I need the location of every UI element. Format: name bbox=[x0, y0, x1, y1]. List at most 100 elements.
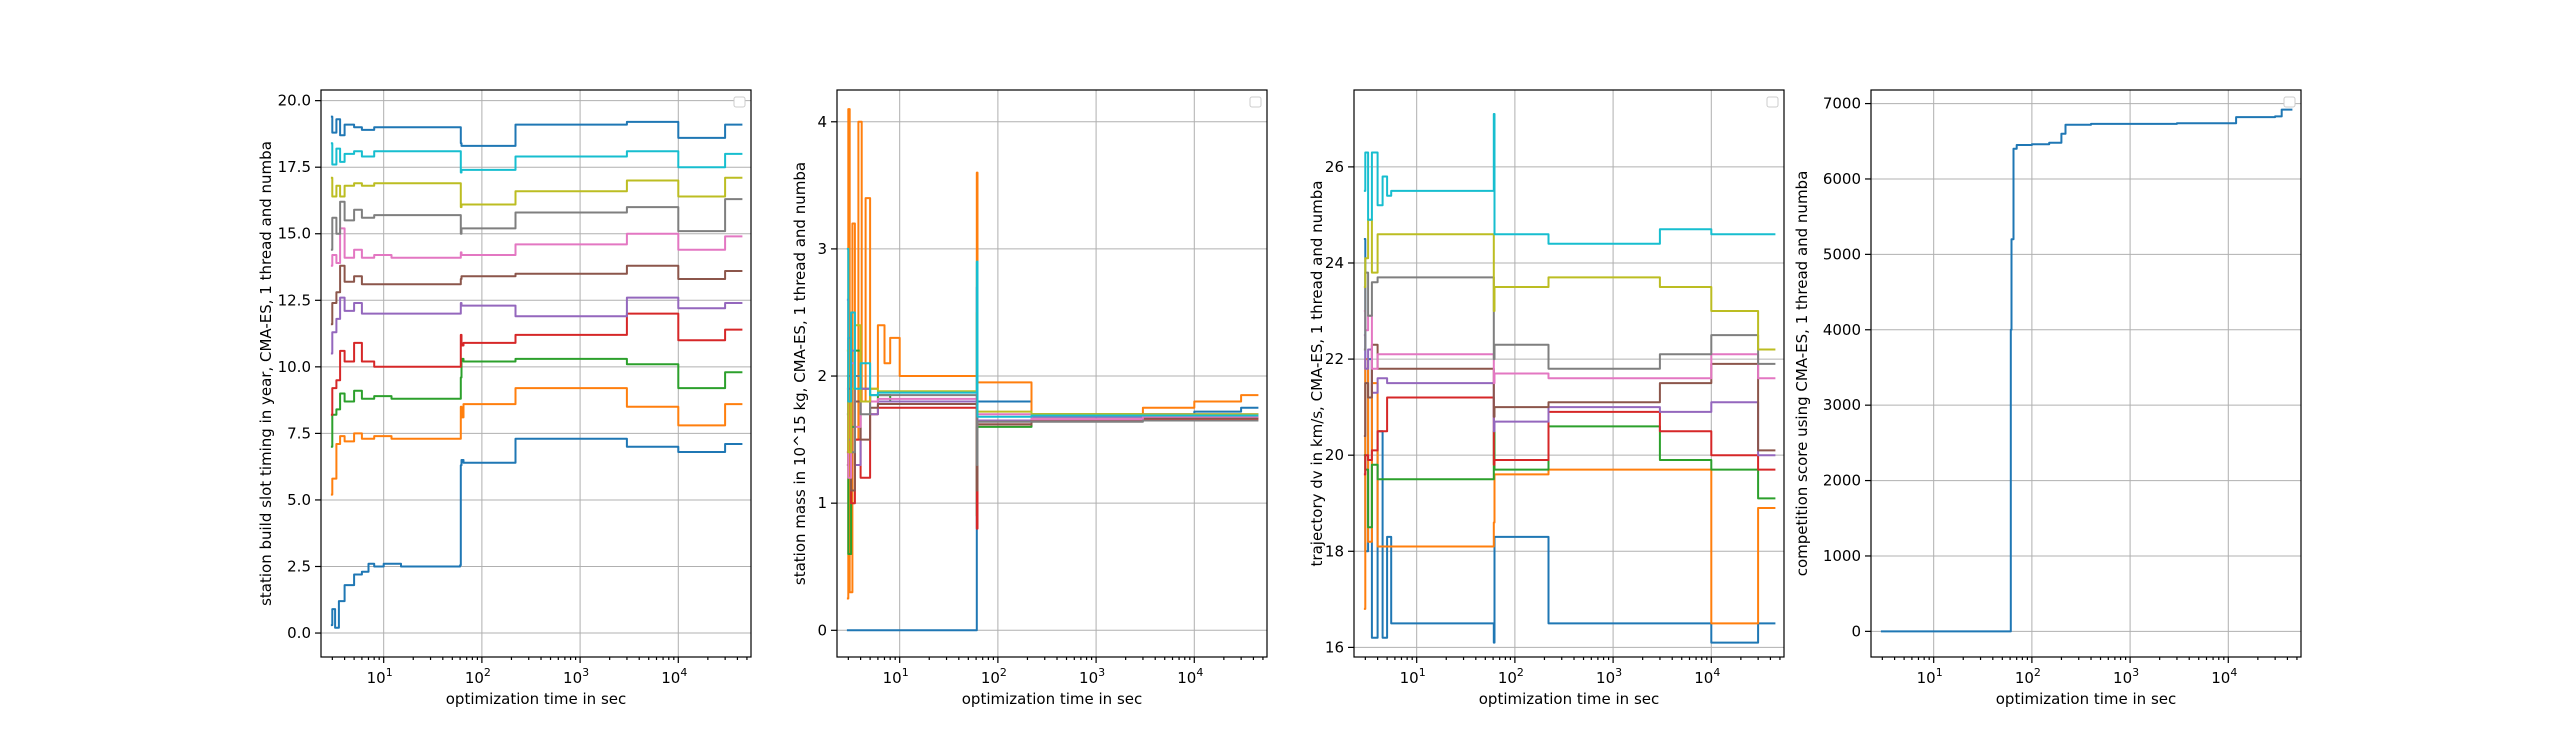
series-line-5 bbox=[330, 296, 743, 355]
x-tick-exponent: 1 bbox=[1936, 666, 1943, 679]
y-tick-label: 6000 bbox=[1823, 170, 1861, 188]
y-axis-label: station build slot timing in year, CMA-E… bbox=[257, 141, 275, 606]
y-tick-label: 15.0 bbox=[278, 225, 311, 243]
x-tick-exponent: 2 bbox=[1517, 666, 1524, 679]
y-tick-label: 0 bbox=[1851, 622, 1861, 640]
legend bbox=[733, 96, 746, 108]
x-tick-exponent: 4 bbox=[680, 666, 687, 679]
y-tick-label: 22 bbox=[1325, 350, 1344, 368]
x-tick-base: 10 bbox=[981, 669, 1000, 687]
x-tick-exponent: 3 bbox=[1615, 666, 1622, 679]
y-tick-label: 0 bbox=[817, 621, 827, 639]
series-line-8 bbox=[846, 336, 1259, 466]
x-tick-base: 10 bbox=[465, 669, 484, 687]
x-tick-label: 104 bbox=[1177, 666, 1203, 687]
y-axis-label: trajectory dv in km/s, CMA-ES, 1 thread … bbox=[1308, 181, 1326, 567]
chart-panel-4: 101 102 103 1040100020003000400050006000700… bbox=[1793, 89, 2302, 708]
x-tick-exponent: 1 bbox=[1419, 666, 1426, 679]
axes-frame bbox=[1353, 89, 1785, 658]
x-tick-exponent: 4 bbox=[1713, 666, 1720, 679]
x-tick-exponent: 2 bbox=[484, 666, 491, 679]
y-tick-label: 5000 bbox=[1823, 245, 1861, 263]
x-tick-label: 101 bbox=[367, 666, 393, 687]
series-line-2 bbox=[330, 387, 743, 496]
x-tick-base: 10 bbox=[367, 669, 386, 687]
x-tick-label: 101 bbox=[1400, 666, 1426, 687]
x-tick-base: 10 bbox=[1400, 669, 1419, 687]
y-tick-label: 10.0 bbox=[278, 358, 311, 376]
series-line-10 bbox=[846, 247, 1259, 418]
chart-panel-1: 101 102 103 1040.02.55.07.510.012.515.017.5… bbox=[257, 89, 752, 708]
series-line-1 bbox=[1880, 108, 2293, 633]
y-tick-label: 16 bbox=[1325, 638, 1344, 656]
axes-frame bbox=[836, 89, 1268, 658]
axes-frame bbox=[1870, 89, 2302, 658]
series-line-2 bbox=[1363, 358, 1776, 625]
x-tick-exponent: 3 bbox=[1098, 666, 1105, 679]
x-tick-base: 10 bbox=[2211, 669, 2230, 687]
y-tick-label: 18 bbox=[1325, 542, 1344, 560]
x-tick-base: 10 bbox=[1079, 669, 1098, 687]
x-tick-label: 101 bbox=[883, 666, 909, 687]
y-tick-label: 2.5 bbox=[287, 557, 311, 575]
y-axis-label: competition score using CMA-ES, 1 thread… bbox=[1793, 171, 1811, 577]
x-tick-exponent: 2 bbox=[1000, 666, 1007, 679]
x-tick-exponent: 2 bbox=[2034, 666, 2041, 679]
y-tick-label: 1000 bbox=[1823, 547, 1861, 565]
x-tick-base: 10 bbox=[1498, 669, 1517, 687]
y-tick-label: 3 bbox=[817, 240, 827, 258]
series-line-8 bbox=[1363, 271, 1776, 370]
series-line-3 bbox=[330, 357, 743, 448]
x-tick-base: 10 bbox=[661, 669, 680, 687]
legend bbox=[1766, 96, 1779, 108]
x-axis-label: optimization time in sec bbox=[962, 690, 1142, 708]
series-line-6 bbox=[1363, 343, 1776, 452]
y-tick-label: 2 bbox=[817, 367, 827, 385]
series-line-7 bbox=[330, 227, 743, 267]
x-tick-label: 103 bbox=[563, 666, 589, 687]
x-axis-label: optimization time in sec bbox=[446, 690, 626, 708]
y-tick-label: 24 bbox=[1325, 254, 1344, 272]
x-tick-base: 10 bbox=[1177, 669, 1196, 687]
x-tick-label: 104 bbox=[2211, 666, 2237, 687]
x-tick-label: 102 bbox=[465, 666, 491, 687]
y-tick-label: 20.0 bbox=[278, 92, 311, 110]
x-tick-exponent: 4 bbox=[1196, 666, 1203, 679]
x-tick-exponent: 3 bbox=[2132, 666, 2139, 679]
x-tick-base: 10 bbox=[2015, 669, 2034, 687]
y-tick-label: 0.0 bbox=[287, 624, 311, 642]
x-tick-exponent: 4 bbox=[2230, 666, 2237, 679]
y-tick-label: 5.0 bbox=[287, 491, 311, 509]
series-line-7 bbox=[846, 349, 1259, 479]
series-line-9 bbox=[330, 176, 743, 209]
x-tick-base: 10 bbox=[883, 669, 902, 687]
legend bbox=[1249, 96, 1262, 108]
x-tick-base: 10 bbox=[2113, 669, 2132, 687]
x-tick-base: 10 bbox=[1596, 669, 1615, 687]
series-line-11 bbox=[330, 115, 743, 147]
legend bbox=[2283, 96, 2296, 108]
y-tick-label: 17.5 bbox=[278, 158, 311, 176]
x-tick-label: 103 bbox=[2113, 666, 2139, 687]
y-tick-label: 2000 bbox=[1823, 472, 1861, 490]
x-tick-label: 103 bbox=[1079, 666, 1105, 687]
axes-frame bbox=[320, 89, 752, 658]
y-tick-label: 20 bbox=[1325, 446, 1344, 464]
x-tick-base: 10 bbox=[1694, 669, 1713, 687]
x-axis-label: optimization time in sec bbox=[1996, 690, 2176, 708]
x-tick-label: 101 bbox=[1917, 666, 1943, 687]
x-tick-exponent: 1 bbox=[902, 666, 909, 679]
y-tick-label: 4000 bbox=[1823, 321, 1861, 339]
series-line-8 bbox=[330, 198, 743, 251]
y-tick-label: 12.5 bbox=[278, 291, 311, 309]
series-line-1 bbox=[330, 437, 743, 629]
series-line-6 bbox=[330, 264, 743, 326]
y-tick-label: 26 bbox=[1325, 158, 1344, 176]
series-line-4 bbox=[330, 312, 743, 416]
x-tick-exponent: 3 bbox=[582, 666, 589, 679]
series-line-6 bbox=[846, 375, 1259, 492]
series-line-10 bbox=[1363, 113, 1776, 245]
